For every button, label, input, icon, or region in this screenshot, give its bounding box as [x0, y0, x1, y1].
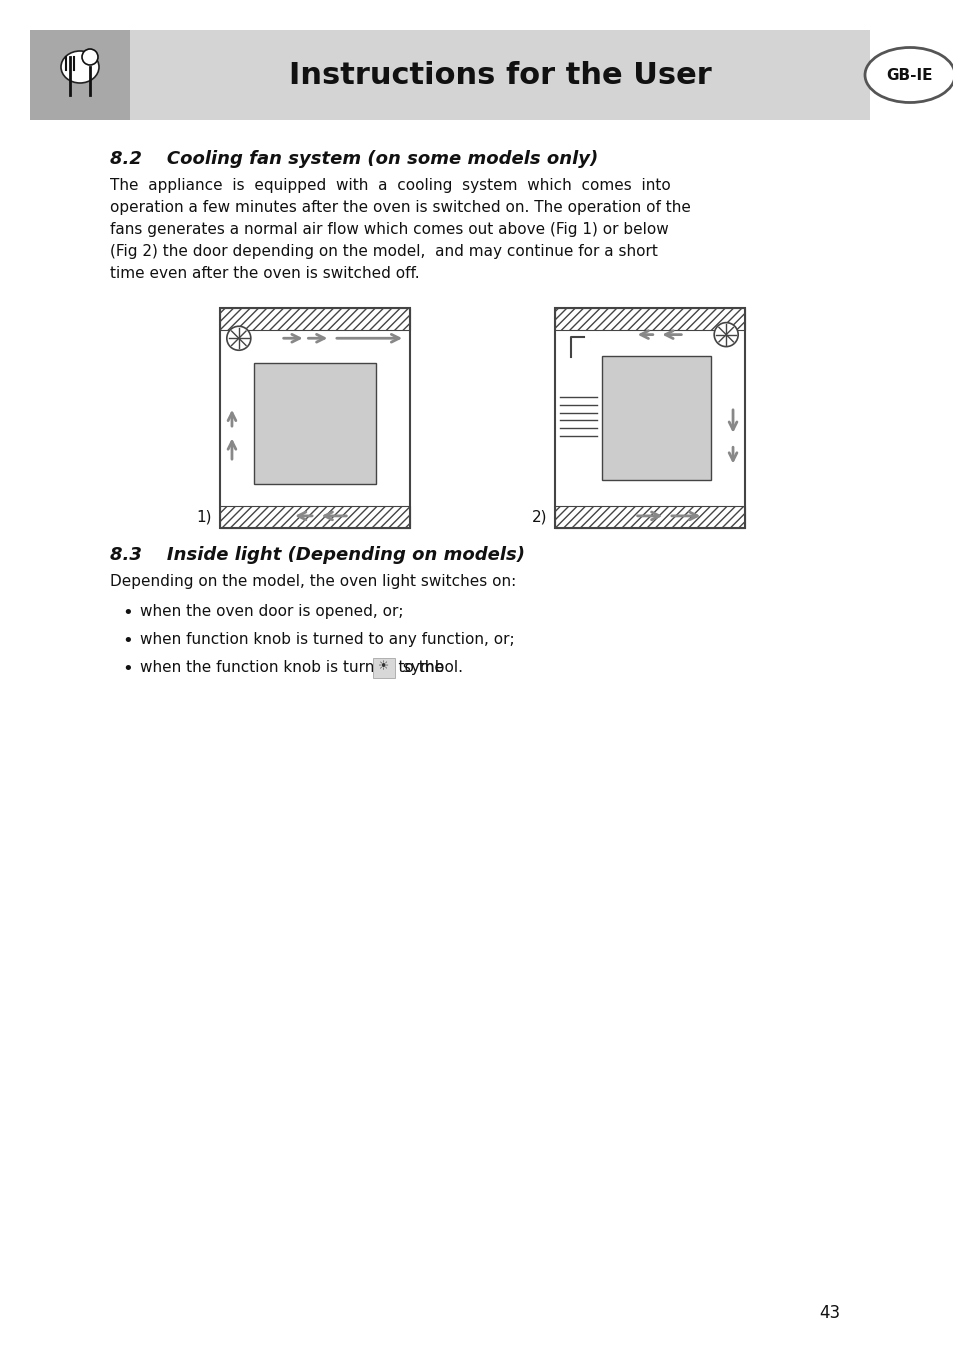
Ellipse shape	[864, 47, 953, 103]
Text: when the function knob is turned to the: when the function knob is turned to the	[140, 660, 448, 675]
Bar	[373, 658, 395, 677]
Text: 8.2    Cooling fan system (on some models only): 8.2 Cooling fan system (on some models o…	[110, 150, 598, 168]
Text: (Fig 2) the door depending on the model,  and may continue for a short: (Fig 2) the door depending on the model,…	[110, 243, 658, 260]
Text: symbol.: symbol.	[397, 660, 462, 675]
Text: when the oven door is opened, or;: when the oven door is opened, or;	[140, 604, 403, 619]
Text: fans generates a normal air flow which comes out above (Fig 1) or below: fans generates a normal air flow which c…	[110, 222, 668, 237]
Text: GB-IE: GB-IE	[886, 68, 932, 82]
Circle shape	[714, 323, 738, 346]
Bar	[220, 308, 410, 529]
Text: 43: 43	[819, 1303, 840, 1322]
Bar	[555, 308, 744, 330]
Text: •: •	[123, 631, 133, 650]
Bar	[220, 308, 410, 330]
Bar	[602, 357, 710, 480]
Text: when function knob is turned to any function, or;: when function knob is turned to any func…	[140, 631, 514, 648]
Text: ☀: ☀	[378, 660, 389, 673]
Text: •: •	[123, 660, 133, 677]
Text: 8.3    Inside light (Depending on models): 8.3 Inside light (Depending on models)	[110, 546, 524, 564]
Text: 1): 1)	[196, 510, 212, 525]
Bar	[130, 30, 869, 120]
Text: The  appliance  is  equipped  with  a  cooling  system  which  comes  into: The appliance is equipped with a cooling…	[110, 178, 670, 193]
Text: Instructions for the User: Instructions for the User	[289, 61, 711, 89]
Text: •: •	[123, 604, 133, 622]
Bar	[220, 506, 410, 529]
Bar	[253, 362, 375, 484]
Bar	[555, 506, 744, 529]
Text: 2): 2)	[531, 510, 546, 525]
Circle shape	[227, 326, 251, 350]
Ellipse shape	[61, 51, 99, 82]
Text: operation a few minutes after the oven is switched on. The operation of the: operation a few minutes after the oven i…	[110, 200, 690, 215]
Circle shape	[82, 49, 98, 65]
Bar	[30, 30, 130, 120]
Text: time even after the oven is switched off.: time even after the oven is switched off…	[110, 266, 419, 281]
Bar	[555, 308, 744, 529]
Text: Depending on the model, the oven light switches on:: Depending on the model, the oven light s…	[110, 575, 516, 589]
